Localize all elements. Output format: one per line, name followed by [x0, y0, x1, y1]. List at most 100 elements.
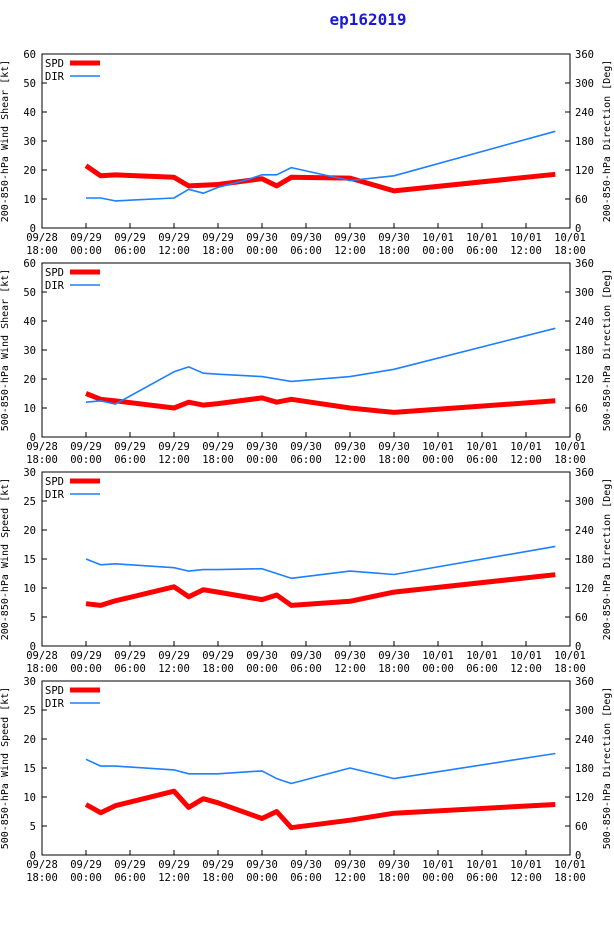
x-tick-date: 09/29 — [202, 232, 234, 244]
x-tick-time: 00:00 — [246, 663, 278, 675]
y-axis-label: 500-850-hPa Wind Shear [kt] — [0, 269, 11, 432]
y2-tick-label: 240 — [575, 316, 594, 328]
spd-series-line — [84, 163, 556, 194]
dir-series-line — [85, 545, 556, 580]
plot-frame — [41, 680, 571, 856]
legend-dir-label: DIR — [45, 698, 65, 710]
x-tick-time: 06:00 — [114, 245, 146, 257]
chart-panel-1: 010203040506006012018024030036009/2818:0… — [0, 49, 613, 257]
x-tick-time: 06:00 — [114, 872, 146, 884]
x-tick-time: 12:00 — [334, 245, 366, 257]
x-tick-date: 10/01 — [510, 650, 542, 662]
x-tick-date: 10/01 — [466, 650, 498, 662]
x-tick-date: 09/28 — [26, 859, 58, 871]
x-tick-date: 09/30 — [290, 859, 322, 871]
x-tick-time: 18:00 — [554, 663, 586, 675]
y2-tick-label: 0 — [575, 223, 581, 235]
x-tick-date: 09/29 — [158, 859, 190, 871]
y2-tick-label: 180 — [575, 554, 594, 566]
x-tick-date: 09/29 — [70, 859, 102, 871]
y-tick-label: 50 — [23, 287, 36, 299]
x-tick-date: 09/29 — [114, 859, 146, 871]
y2-tick-label: 300 — [575, 496, 594, 508]
x-tick-date: 09/30 — [334, 859, 366, 871]
y2-tick-label: 300 — [575, 705, 594, 717]
x-tick-time: 18:00 — [26, 454, 58, 466]
x-tick-date: 09/29 — [158, 232, 190, 244]
x-tick-date: 10/01 — [554, 441, 586, 453]
x-tick-time: 12:00 — [334, 872, 366, 884]
y-tick-label: 20 — [23, 525, 36, 537]
y-axis-label: 500-850-hPa Wind Speed [kt] — [0, 687, 11, 850]
legend-spd-label: SPD — [45, 685, 64, 697]
x-tick-date: 09/28 — [26, 441, 58, 453]
x-tick-time: 18:00 — [26, 872, 58, 884]
x-tick-date: 10/01 — [466, 441, 498, 453]
x-tick-date: 10/01 — [510, 232, 542, 244]
x-tick-time: 06:00 — [466, 663, 498, 675]
y-tick-label: 30 — [23, 676, 36, 688]
spd-series-line — [85, 391, 556, 415]
x-tick-date: 10/01 — [554, 232, 586, 244]
y-tick-label: 0 — [30, 432, 36, 444]
x-tick-time: 00:00 — [246, 454, 278, 466]
x-tick-time: 06:00 — [466, 872, 498, 884]
x-tick-date: 10/01 — [554, 650, 586, 662]
x-tick-time: 18:00 — [554, 454, 586, 466]
x-tick-time: 12:00 — [158, 663, 190, 675]
chart-panel-2: 010203040506006012018024030036009/2818:0… — [0, 258, 613, 466]
x-tick-time: 12:00 — [334, 454, 366, 466]
x-tick-time: 00:00 — [70, 454, 102, 466]
x-tick-date: 09/30 — [378, 650, 410, 662]
x-tick-time: 12:00 — [158, 454, 190, 466]
x-tick-time: 06:00 — [466, 454, 498, 466]
y2-tick-label: 120 — [575, 165, 594, 177]
x-tick-time: 12:00 — [158, 245, 190, 257]
y2-tick-label: 60 — [575, 194, 588, 206]
dir-series-line — [85, 327, 556, 405]
x-tick-time: 00:00 — [422, 454, 454, 466]
chart-panel-3: 05101520253006012018024030036009/2818:00… — [0, 467, 613, 675]
x-tick-date: 09/30 — [290, 650, 322, 662]
y-tick-label: 5 — [30, 821, 36, 833]
x-tick-time: 12:00 — [510, 872, 542, 884]
x-tick-time: 00:00 — [422, 663, 454, 675]
y-tick-label: 0 — [30, 223, 36, 235]
x-tick-date: 09/29 — [70, 441, 102, 453]
y-tick-label: 60 — [23, 49, 36, 61]
y-tick-label: 30 — [23, 467, 36, 479]
x-tick-time: 18:00 — [26, 663, 58, 675]
spd-series-line — [85, 572, 556, 608]
x-tick-time: 18:00 — [202, 663, 234, 675]
x-tick-time: 18:00 — [26, 245, 58, 257]
y2-tick-label: 240 — [575, 525, 594, 537]
y-tick-label: 20 — [23, 165, 36, 177]
x-tick-time: 00:00 — [70, 663, 102, 675]
y-tick-label: 10 — [23, 403, 36, 415]
y2-tick-label: 360 — [575, 467, 594, 479]
x-tick-date: 09/29 — [202, 859, 234, 871]
y-tick-label: 15 — [23, 763, 36, 775]
y-tick-label: 25 — [23, 705, 36, 717]
x-tick-date: 10/01 — [466, 859, 498, 871]
y2-tick-label: 360 — [575, 49, 594, 61]
y2-tick-label: 240 — [575, 734, 594, 746]
x-tick-time: 18:00 — [554, 245, 586, 257]
x-tick-date: 10/01 — [510, 859, 542, 871]
y-tick-label: 40 — [23, 107, 36, 119]
y2-tick-label: 360 — [575, 258, 594, 270]
x-tick-date: 09/28 — [26, 650, 58, 662]
x-tick-time: 12:00 — [158, 872, 190, 884]
x-tick-time: 00:00 — [70, 245, 102, 257]
y-tick-label: 20 — [23, 734, 36, 746]
legend-spd-label: SPD — [45, 476, 64, 488]
y2-axis-label: 200-850-hPa Direction [Deg] — [602, 478, 613, 641]
x-tick-time: 12:00 — [510, 663, 542, 675]
y2-tick-label: 120 — [575, 792, 594, 804]
legend-dir-label: DIR — [45, 280, 65, 292]
legend-dir-label: DIR — [45, 71, 65, 83]
x-tick-time: 18:00 — [378, 663, 410, 675]
x-tick-date: 10/01 — [422, 232, 454, 244]
y2-tick-label: 300 — [575, 287, 594, 299]
